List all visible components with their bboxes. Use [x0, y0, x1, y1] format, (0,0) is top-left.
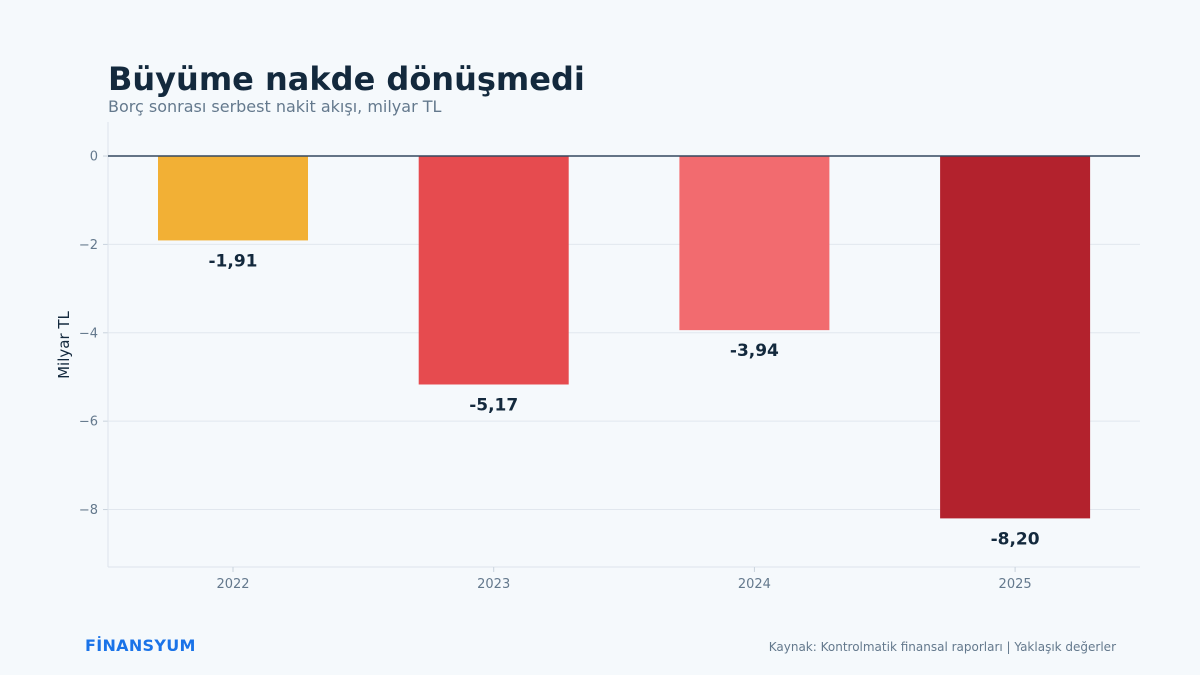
y-tick-label: −6 — [79, 415, 98, 430]
data-label: -5,17 — [469, 395, 518, 415]
bar-2025 — [940, 156, 1091, 519]
bar-2023 — [418, 156, 569, 385]
y-tick-label: −2 — [79, 238, 98, 253]
data-label: -1,91 — [209, 251, 258, 271]
y-axis-title: Milyar TL — [55, 310, 73, 378]
x-tick-label: 2024 — [738, 577, 771, 592]
bar-2022 — [158, 156, 308, 241]
data-label: -3,94 — [730, 341, 779, 361]
y-tick-label: −8 — [79, 503, 98, 518]
source-note: Kaynak: Kontrolmatik finansal raporları … — [768, 640, 1116, 654]
data-label: -8,20 — [991, 529, 1040, 549]
bar-2024 — [679, 156, 830, 331]
bars — [158, 156, 1091, 519]
y-tick-label: −4 — [79, 326, 98, 341]
x-tick-label: 2023 — [477, 577, 510, 592]
y-tick-label: 0 — [90, 150, 98, 165]
axes: 0 −2 −4 −6 −8 2022 2023 2024 2025 — [79, 122, 1140, 592]
data-labels: -1,91 -5,17 -3,94 -8,20 — [108, 155, 1140, 549]
chart-subtitle: Borç sonrası serbest nakit akışı, milyar… — [108, 97, 442, 116]
chart-title: Büyüme nakde dönüşmedi — [108, 60, 585, 98]
x-tick-label: 2022 — [216, 577, 249, 592]
x-tick-label: 2025 — [999, 577, 1032, 592]
brand-logo: FİNANSYUM — [85, 636, 196, 655]
